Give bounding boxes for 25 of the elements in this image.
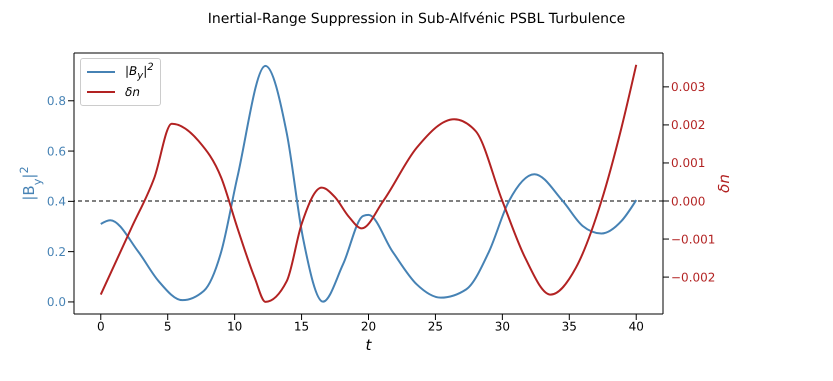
y-tick-label: 0.0 bbox=[46, 295, 66, 310]
y2-tick-label: 0.003 bbox=[671, 80, 706, 94]
y2-tick-label: −0.002 bbox=[671, 270, 716, 284]
y2-tick-label: 0.001 bbox=[671, 156, 706, 170]
y-tick-label: 0.2 bbox=[46, 244, 66, 259]
x-tick-label: 30 bbox=[494, 320, 510, 334]
x-tick-label: 35 bbox=[562, 320, 577, 334]
legend-label: δn bbox=[125, 85, 140, 99]
legend-label: |B$_{y}$|$^{2}$ bbox=[125, 62, 154, 82]
x-axis-title: t bbox=[366, 336, 373, 354]
x-tick-label: 5 bbox=[164, 320, 172, 334]
y2-axis-title: δn bbox=[715, 174, 733, 193]
y2-tick-label: 0.002 bbox=[671, 118, 706, 132]
x-tick-label: 40 bbox=[628, 320, 644, 334]
y2-tick-label: 0.000 bbox=[671, 194, 706, 208]
y-tick-label: 0.6 bbox=[46, 144, 66, 158]
x-tick-label: 15 bbox=[294, 320, 310, 334]
chart-title: Inertial-Range Suppression in Sub-Alfvénic PSBL Turbulence bbox=[206, 10, 626, 29]
x-tick-label: 0 bbox=[96, 320, 105, 334]
x-tick-label: 20 bbox=[360, 320, 376, 334]
x-tick-label: 25 bbox=[428, 320, 444, 334]
y-tick-label: 0.4 bbox=[46, 194, 66, 209]
y-tick-label: 0.8 bbox=[46, 94, 66, 108]
y2-tick-label: −0.001 bbox=[671, 232, 716, 246]
x-tick-label: 10 bbox=[226, 320, 242, 334]
